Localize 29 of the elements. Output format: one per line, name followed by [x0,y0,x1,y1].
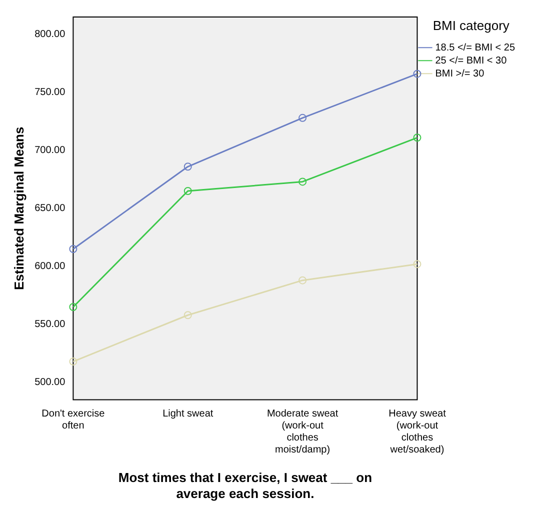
x-tick-label: Light sweat [162,408,214,420]
x-tick-label: Don't exercise often [42,408,106,432]
y-tick-label: 800.00 [34,29,66,40]
x-axis-title: Most times that I exercise, I sweat ___ on average each session. [118,470,372,501]
y-tick-label: 500.00 [34,377,66,388]
x-tick-label: Moderate sweat (work-out clothes moist/damp) [266,408,338,456]
x-tick-label: Heavy sweat (work-out clothes wet/soaked) [388,408,446,456]
point [413,260,422,268]
legend-label: 25 </= BMI < 30 [435,55,508,66]
point [184,187,192,195]
point [298,114,307,122]
legend-label: 18.5 </= BMI < 25 [435,42,516,54]
legend-title: BMI category [432,18,510,34]
point [298,178,307,186]
y-tick-label: 650.00 [34,203,66,214]
y-tick-label: 550.00 [34,319,66,330]
point [184,162,192,171]
y-tick-label: 700.00 [34,145,66,156]
legend-label: BMI >/= 30 [435,68,485,80]
point [184,311,192,320]
y-tick-label: 600.00 [34,261,66,272]
point [413,134,422,142]
y-axis-title: Estimated Marginal Means [11,126,26,290]
point [69,303,78,311]
point [69,358,78,366]
point [69,245,78,253]
point [298,276,307,284]
y-tick-label: 750.00 [34,87,66,98]
point [413,70,422,78]
